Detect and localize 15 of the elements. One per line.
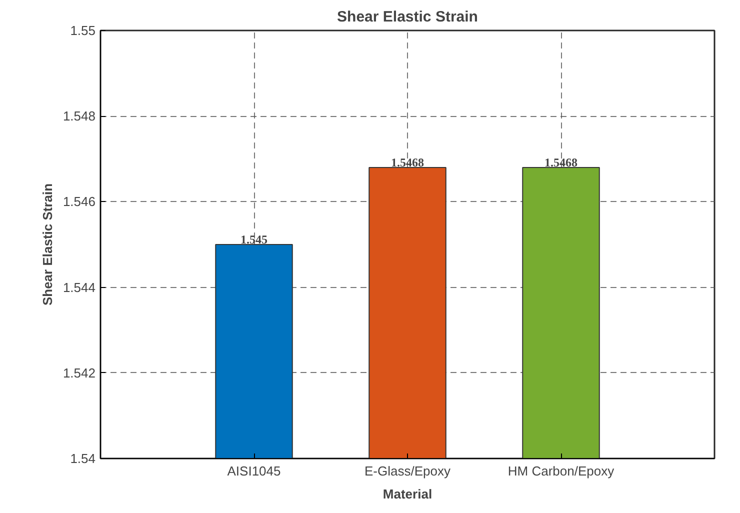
- y-tick-label: 1.546: [62, 194, 96, 210]
- x-tick-label: E-Glass/Epoxy: [364, 464, 451, 478]
- y-tick-label: 1.548: [62, 108, 96, 124]
- x-axis-title: Material: [382, 486, 432, 502]
- data-label: 1.5468: [544, 155, 578, 170]
- y-tick-label: 1.544: [62, 280, 96, 295]
- data-label: 1.5468: [391, 155, 424, 170]
- y-tick-label: 1.542: [62, 365, 96, 380]
- y-tick-label: 1.55: [70, 23, 96, 38]
- chart-title: Shear Elastic Strain: [337, 8, 478, 26]
- x-tick-label: AISI1045: [227, 464, 281, 478]
- x-tick-label: HM Carbon/Epoxy: [508, 464, 615, 478]
- y-tick-label: 1.54: [70, 451, 96, 466]
- y-axis-title: Shear Elastic Strain: [40, 183, 55, 306]
- data-label: 1.545: [240, 232, 268, 246]
